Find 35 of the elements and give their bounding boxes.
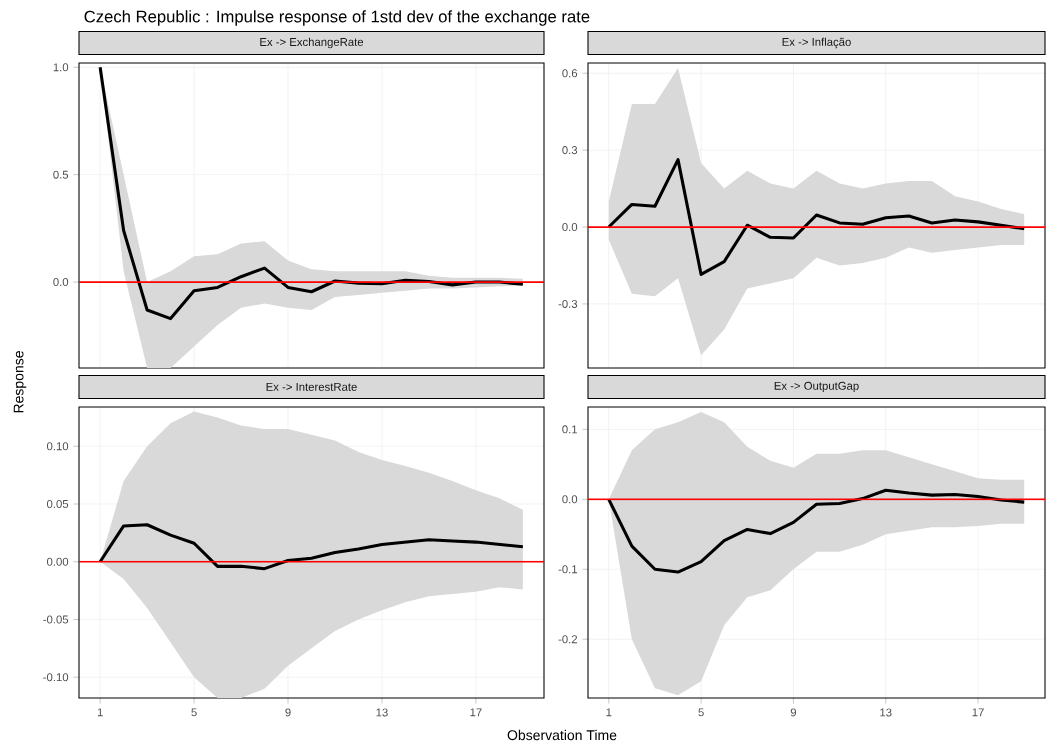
y-tick-label: 0.00 [46, 557, 69, 566]
y-tick-label: 0.10 [46, 442, 69, 451]
y-tick-label: 0.5 [53, 170, 69, 179]
x-tick-label: 13 [880, 708, 892, 717]
x-tick-label: 13 [376, 708, 388, 717]
x-axis-title: Observation Time [507, 729, 617, 741]
y-tick-label: 0.0 [562, 223, 578, 232]
line-series [607, 488, 1026, 574]
y-tick-label: 1.0 [53, 63, 69, 72]
y-tick-label: -0.05 [43, 615, 69, 624]
text: Czech Republic : Impulse response of 1std dev of the exchange rate [84, 10, 590, 26]
chart-title: Ex -> Inflação [782, 37, 851, 49]
y-tick-label: 0.6 [562, 69, 578, 78]
x-tick-label: 5 [698, 708, 704, 717]
y-tick-label: 0.05 [46, 499, 69, 508]
chart-title: Ex -> InterestRate [266, 383, 357, 391]
y-tick-label: 0.1 [562, 425, 578, 434]
x-tick-label: 17 [470, 708, 482, 717]
y-tick-label: 0.0 [562, 495, 578, 504]
y-tick-label: -0.3 [558, 299, 578, 308]
y-axis-title: Response [13, 351, 27, 413]
y-tick-label: 0.3 [562, 146, 578, 155]
x-tick-label: 5 [191, 708, 197, 717]
x-tick-label: 17 [972, 708, 984, 717]
x-tick-label: 1 [97, 708, 103, 717]
y-tick-label: 0.0 [53, 278, 69, 287]
chart-title: Ex -> OutputGap [774, 381, 859, 393]
x-tick-label: 9 [285, 708, 291, 717]
y-tick-label: -0.1 [558, 565, 578, 574]
x-tick-label: 1 [606, 708, 612, 717]
y-tick-label: -0.10 [43, 673, 69, 682]
x-tick-label: 9 [790, 708, 797, 717]
y-tick-label: -0.2 [558, 635, 578, 644]
line-series [607, 158, 1026, 276]
chart-title: Ex -> ExchangeRate [260, 37, 364, 49]
